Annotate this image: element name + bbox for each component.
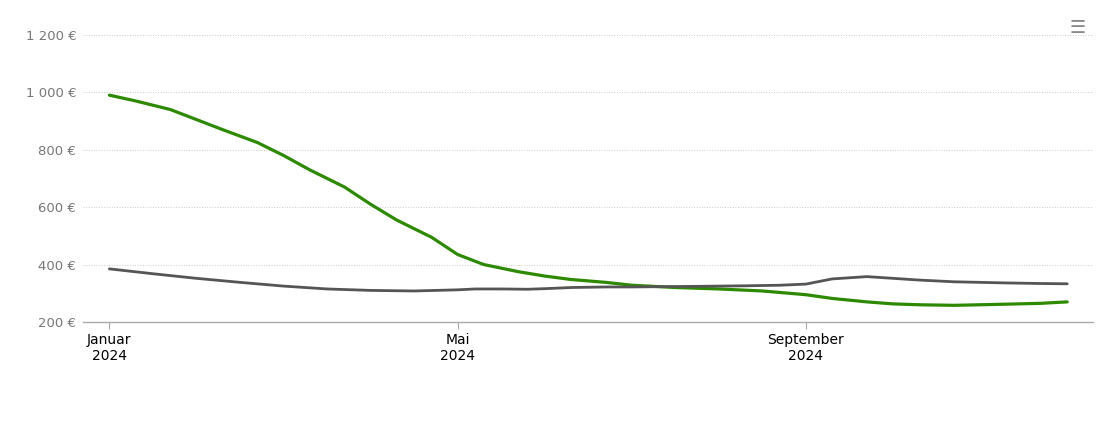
Text: ☰: ☰ (1069, 19, 1086, 37)
